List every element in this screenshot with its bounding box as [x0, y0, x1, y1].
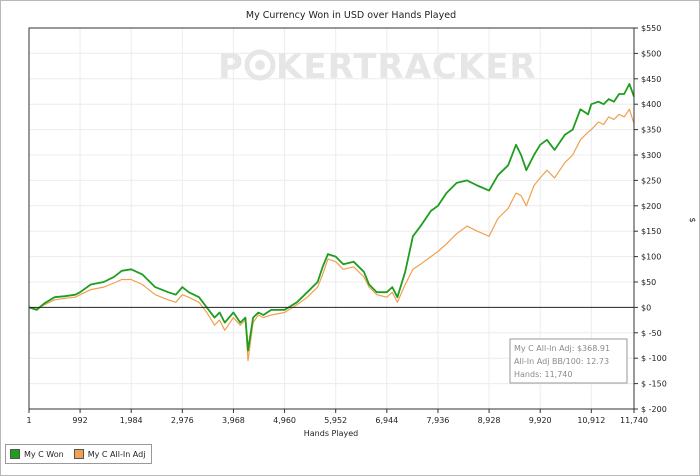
y-tick-label: $350 — [641, 126, 661, 135]
watermark-left: P — [218, 47, 244, 87]
legend-label-allin-adj: My C All-In Adj — [87, 449, 146, 459]
legend-item-allin-adj[interactable]: My C All-In Adj — [73, 449, 146, 459]
x-axis-label: Hands Played — [304, 429, 358, 438]
x-tick-label: 11,740 — [620, 416, 648, 425]
info-line-2: All-In Adj BB/100: 12.73 — [514, 357, 609, 366]
y-tick-label: $100 — [641, 253, 661, 262]
y-tick-label: $450 — [641, 75, 661, 84]
watermark-right: KERTRACKER — [276, 47, 537, 87]
y-tick-label: $400 — [641, 100, 661, 109]
watermark-chip-icon — [244, 49, 276, 81]
grid — [29, 28, 634, 409]
legend: My C Won My C All-In Adj — [5, 444, 153, 464]
x-tick-label: 8,928 — [478, 416, 501, 425]
x-tick-label: 5,952 — [324, 416, 347, 425]
y-tick-label: $500 — [641, 49, 661, 58]
y-tick-label: $300 — [641, 151, 661, 160]
y-tick-label: $ -50 — [641, 329, 662, 338]
y-tick-label: $550 — [641, 24, 661, 33]
legend-swatch-won — [10, 449, 20, 459]
y-tick-label: $250 — [641, 176, 661, 185]
y-tick-label: $200 — [641, 202, 661, 211]
x-tick-label: 1 — [26, 416, 31, 425]
x-tick-label: 6,944 — [375, 416, 398, 425]
plot-border — [28, 27, 635, 410]
series-line-allin-adj — [28, 108, 635, 362]
y-axis: $ -200 $ -150 $ -100 $ -50 $0 $50 $100 $150 $200… — [634, 24, 667, 414]
x-tick-label: 10,912 — [577, 416, 605, 425]
info-line-1: My C All-In Adj: $368.91 — [514, 344, 610, 353]
chart-title: My Currency Won in USD over Hands Played — [246, 10, 456, 21]
series-layer — [28, 83, 635, 362]
x-tick-label: 9,920 — [529, 416, 552, 425]
legend-label-won: My C Won — [24, 449, 64, 459]
info-box: My C All-In Adj: $368.91 All-In Adj BB/1… — [509, 338, 628, 384]
y-tick-label: $ -150 — [641, 380, 667, 389]
legend-swatch-allin-adj — [73, 449, 84, 459]
x-tick-label: 3,968 — [222, 416, 245, 425]
info-line-3: Hands: 11,740 — [514, 370, 572, 379]
x-tick-label: 4,960 — [273, 416, 296, 425]
y-tick-label: $150 — [641, 227, 661, 236]
x-tick-label: 2,976 — [171, 416, 194, 425]
y-axis-label: $ — [688, 217, 697, 222]
legend-item-won[interactable]: My C Won — [10, 449, 64, 459]
x-tick-label: 1,984 — [120, 416, 143, 425]
y-tick-label: $ -200 — [641, 405, 667, 414]
x-axis: 1 992 1,984 2,976 3,968 4,960 5,952 6,944 7,936 8… — [26, 409, 648, 425]
y-tick-label: $ -100 — [641, 354, 667, 363]
x-tick-label: 992 — [72, 416, 87, 425]
x-tick-label: 7,936 — [426, 416, 449, 425]
series-line-won — [28, 83, 635, 352]
y-tick-label: $50 — [641, 278, 656, 287]
y-tick-label: $0 — [641, 303, 651, 312]
